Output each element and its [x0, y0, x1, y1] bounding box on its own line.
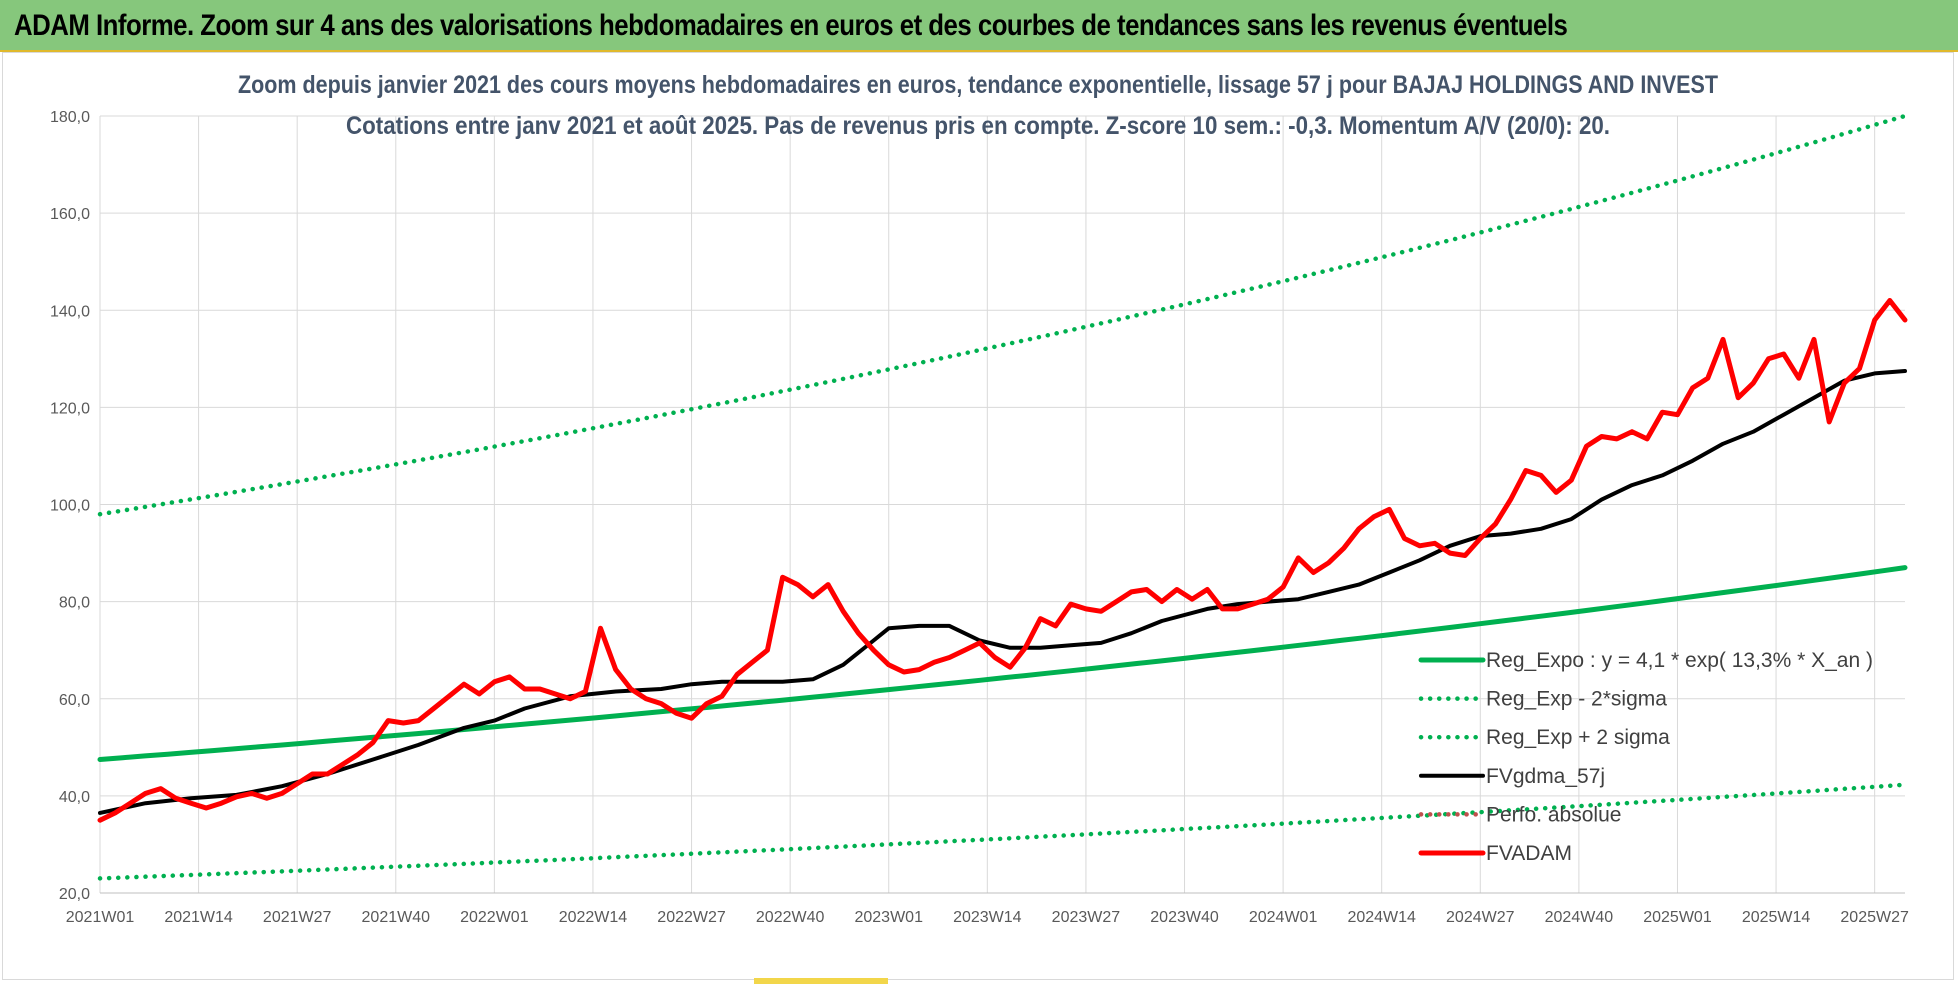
x-tick-label: 2024W01 — [1249, 909, 1318, 926]
y-tick-label: 60,0 — [59, 692, 90, 709]
x-tick-label: 2022W40 — [756, 909, 825, 926]
x-tick-label: 2021W14 — [164, 909, 233, 926]
x-tick-label: 2025W14 — [1742, 909, 1811, 926]
x-tick-label: 2023W01 — [854, 909, 923, 926]
x-tick-label: 2021W40 — [362, 909, 431, 926]
x-tick-label: 2022W14 — [559, 909, 628, 926]
report-title: ADAM Informe. Zoom sur 4 ans des valoris… — [14, 9, 1568, 42]
chart-title-line-1: Zoom depuis janvier 2021 des cours moyen… — [238, 71, 1718, 99]
legend-label-3: FVgdma_57j — [1486, 765, 1605, 788]
chart-axis-labels: 20,0 40,0 60,0 80,0 100,0 120,0 140,0 160,0 180,… — [50, 109, 1909, 926]
chart-series — [97, 113, 1908, 881]
chart-legend: Reg_Expo : y = 4,1 * exp( 13,3% * X_an )… — [1418, 649, 1873, 865]
chart-grid — [99, 115, 1905, 894]
legend-label-2: Reg_Exp + 2 sigma — [1486, 726, 1670, 749]
x-tick-label: 2022W27 — [657, 909, 726, 926]
x-tick-label: 2022W01 — [460, 909, 529, 926]
x-tick-label: 2021W01 — [66, 909, 135, 926]
x-tick-label: 2023W40 — [1150, 909, 1219, 926]
series-line-3 — [98, 369, 1907, 815]
chart-title-line-2: Cotations entre janv 2021 et août 2025. … — [346, 112, 1610, 140]
y-tick-label: 80,0 — [59, 595, 90, 612]
y-tick-label: 160,0 — [50, 206, 90, 223]
x-tick-label: 2024W40 — [1545, 909, 1614, 926]
series-line-2 — [97, 113, 1908, 517]
series-line-5 — [97, 298, 1908, 823]
bottom-tab-marker — [754, 978, 888, 984]
series-line-0 — [97, 565, 1908, 762]
x-tick-label: 2023W14 — [953, 909, 1022, 926]
series-line-1 — [97, 782, 1908, 881]
line-chart: 20,0 40,0 60,0 80,0 100,0 120,0 140,0 160,0 180,… — [50, 71, 1909, 926]
y-tick-label: 140,0 — [50, 303, 90, 320]
legend-label-4: Perfo. absolue — [1486, 803, 1621, 826]
x-tick-label: 2025W27 — [1840, 909, 1909, 926]
legend-label-5: FVADAM — [1486, 842, 1572, 865]
report-header: ADAM Informe. Zoom sur 4 ans des valoris… — [0, 0, 1958, 52]
y-tick-label: 120,0 — [50, 400, 90, 417]
x-tick-label: 2024W14 — [1347, 909, 1416, 926]
chart-frame: 20,0 40,0 60,0 80,0 100,0 120,0 140,0 160,0 180,… — [2, 52, 1954, 980]
y-tick-label: 180,0 — [50, 109, 90, 126]
x-tick-label: 2023W27 — [1052, 909, 1121, 926]
legend-label-0: Reg_Expo : y = 4,1 * exp( 13,3% * X_an ) — [1486, 649, 1873, 672]
legend-label-1: Reg_Exp - 2*sigma — [1486, 688, 1667, 711]
x-tick-label: 2021W27 — [263, 909, 332, 926]
y-tick-label: 100,0 — [50, 498, 90, 515]
x-tick-label: 2024W27 — [1446, 909, 1515, 926]
y-tick-label: 40,0 — [59, 789, 90, 806]
y-tick-label: 20,0 — [59, 886, 90, 903]
x-tick-label: 2025W01 — [1643, 909, 1712, 926]
